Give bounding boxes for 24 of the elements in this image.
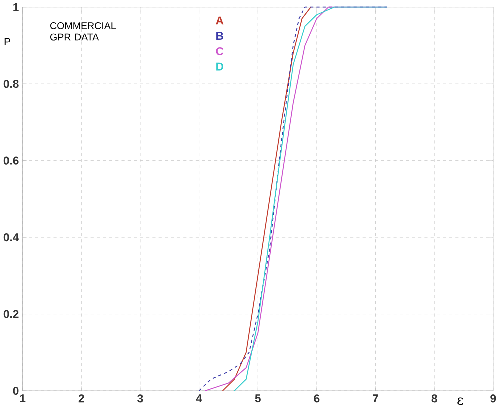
x-tick-label: 4 — [196, 394, 202, 402]
x-tick-label: 6 — [314, 394, 320, 402]
line-series — [222, 6, 312, 392]
x-tick-label: 8 — [432, 394, 438, 402]
text: A — [216, 16, 224, 24]
y-tick-label: 1 — [14, 3, 19, 11]
y-tick-label: 0.4 — [4, 233, 20, 242]
x-tick-label: 9 — [490, 394, 496, 402]
text: C — [216, 47, 224, 56]
x-tick-label: 1 — [20, 394, 26, 402]
line-series — [234, 6, 388, 392]
y-tick-label: 0.8 — [4, 80, 19, 88]
y-tick-label: 0 — [13, 386, 19, 395]
x-tick-label: 2 — [78, 394, 84, 402]
y-tick-label: 0.2 — [4, 310, 19, 318]
x-tick-label: 3 — [138, 394, 144, 402]
x-tick-label: 5 — [255, 394, 261, 402]
text: B — [216, 32, 224, 40]
x-axis-title: ε — [458, 398, 464, 405]
x-tick-label: 7 — [373, 394, 378, 402]
y-tick-label: 0.6 — [4, 156, 19, 165]
text: D — [216, 62, 224, 70]
y-axis-title: P — [4, 38, 10, 46]
annotation: COMMERCIAL GPR DATA — [50, 22, 116, 41]
